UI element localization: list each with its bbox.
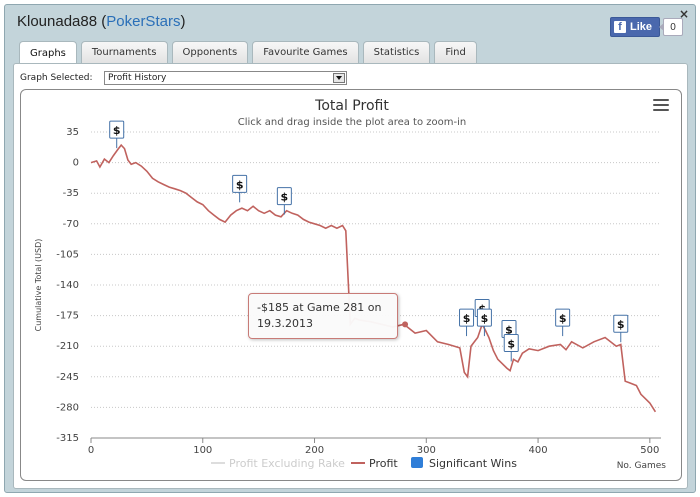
y-tick-label: -245 [56, 372, 79, 383]
significant-win-flag [476, 308, 492, 327]
tab-graphs[interactable]: Graphs [19, 41, 77, 64]
profit-chart[interactable]: Total Profit Click and drag inside the pl… [20, 89, 682, 481]
chart-subtitle: Click and drag inside the plot area to z… [238, 117, 466, 128]
legend-label: Significant Wins [429, 457, 517, 470]
dollar-icon: $ [507, 337, 515, 350]
player-window: Klounada88 (PokerStars) × f Like 0 Graph… [4, 4, 696, 493]
dollar-icon: $ [505, 323, 513, 336]
significant-win-flag [232, 174, 248, 193]
x-tick-label: 100 [193, 445, 212, 456]
significant-win-flag [276, 187, 292, 206]
x-tick-label: 300 [417, 445, 436, 456]
y-tick-label: -140 [56, 280, 79, 291]
y-tick-label: -70 [63, 219, 79, 230]
profit-series-line [90, 143, 657, 413]
legend-label: Profit Excluding Rake [229, 457, 345, 470]
graph-select-value: Profit History [108, 73, 167, 83]
y-tick-label: -105 [56, 249, 79, 260]
close-icon[interactable]: × [678, 7, 689, 21]
x-tick-label: 0 [88, 445, 94, 456]
dollar-icon: $ [617, 318, 625, 331]
significant-win-flag [555, 308, 571, 327]
dollar-icon: $ [281, 191, 289, 204]
tab-bar: Graphs Tournaments Opponents Favourite G… [19, 41, 477, 64]
x-tick-label: 200 [305, 445, 324, 456]
dollar-icon: $ [481, 312, 489, 325]
dollar-icon: $ [236, 178, 244, 191]
tab-opponents[interactable]: Opponents [171, 41, 249, 63]
significant-win-flag [109, 120, 125, 139]
x-tick-label: 400 [529, 445, 548, 456]
tab-tournaments[interactable]: Tournaments [80, 41, 168, 63]
graphs-panel: Graph Selected: Profit History Total Pro… [13, 63, 688, 489]
significant-win-flag [459, 308, 475, 327]
y-tick-label: -175 [56, 311, 79, 322]
dollar-icon: $ [559, 312, 567, 325]
tab-find[interactable]: Find [434, 41, 477, 63]
chevron-down-icon[interactable] [333, 73, 345, 83]
graph-select-label: Graph Selected: [20, 73, 93, 83]
graph-select-dropdown[interactable]: Profit History [104, 71, 347, 85]
legend-box-swatch [411, 457, 423, 468]
x-tick-label: 500 [640, 445, 659, 456]
y-axis-label: Cumulative Total (USD) [34, 239, 43, 332]
y-tick-label: -280 [56, 402, 79, 413]
facebook-like-label: Like [630, 21, 653, 33]
facebook-icon: f [614, 21, 626, 33]
y-tick-label: -315 [56, 433, 79, 444]
chart-menu-icon[interactable] [653, 99, 669, 111]
window-title: Klounada88 (PokerStars) [17, 13, 186, 30]
tab-favourite-games[interactable]: Favourite Games [252, 41, 359, 63]
tooltip-line-1: -$185 at Game 281 on [257, 301, 382, 314]
y-tick-label: -35 [63, 188, 79, 199]
tooltip-point-marker [402, 321, 409, 328]
chart-title: Total Profit [314, 98, 389, 114]
tab-statistics[interactable]: Statistics [362, 41, 431, 63]
facebook-like-button[interactable]: f Like [610, 17, 660, 37]
x-axis-label: No. Games [617, 461, 667, 471]
chart-tooltip: -$185 at Game 281 on 19.3.2013 [248, 293, 398, 339]
y-tick-label: 35 [66, 127, 79, 138]
chart-canvas[interactable]: Total Profit Click and drag inside the pl… [21, 90, 683, 482]
significant-win-flag [503, 333, 519, 352]
dollar-icon: $ [113, 124, 121, 137]
legend-label: Profit [369, 457, 398, 470]
player-name: Klounada88 [17, 13, 98, 30]
tooltip-line-2: 19.3.2013 [257, 317, 313, 330]
dollar-icon: $ [463, 312, 471, 325]
significant-win-flag [613, 314, 629, 333]
y-tick-label: 0 [73, 158, 79, 169]
site-link[interactable]: PokerStars [106, 13, 181, 30]
y-tick-label: -210 [56, 341, 79, 352]
facebook-like-count: 0 [659, 18, 683, 36]
